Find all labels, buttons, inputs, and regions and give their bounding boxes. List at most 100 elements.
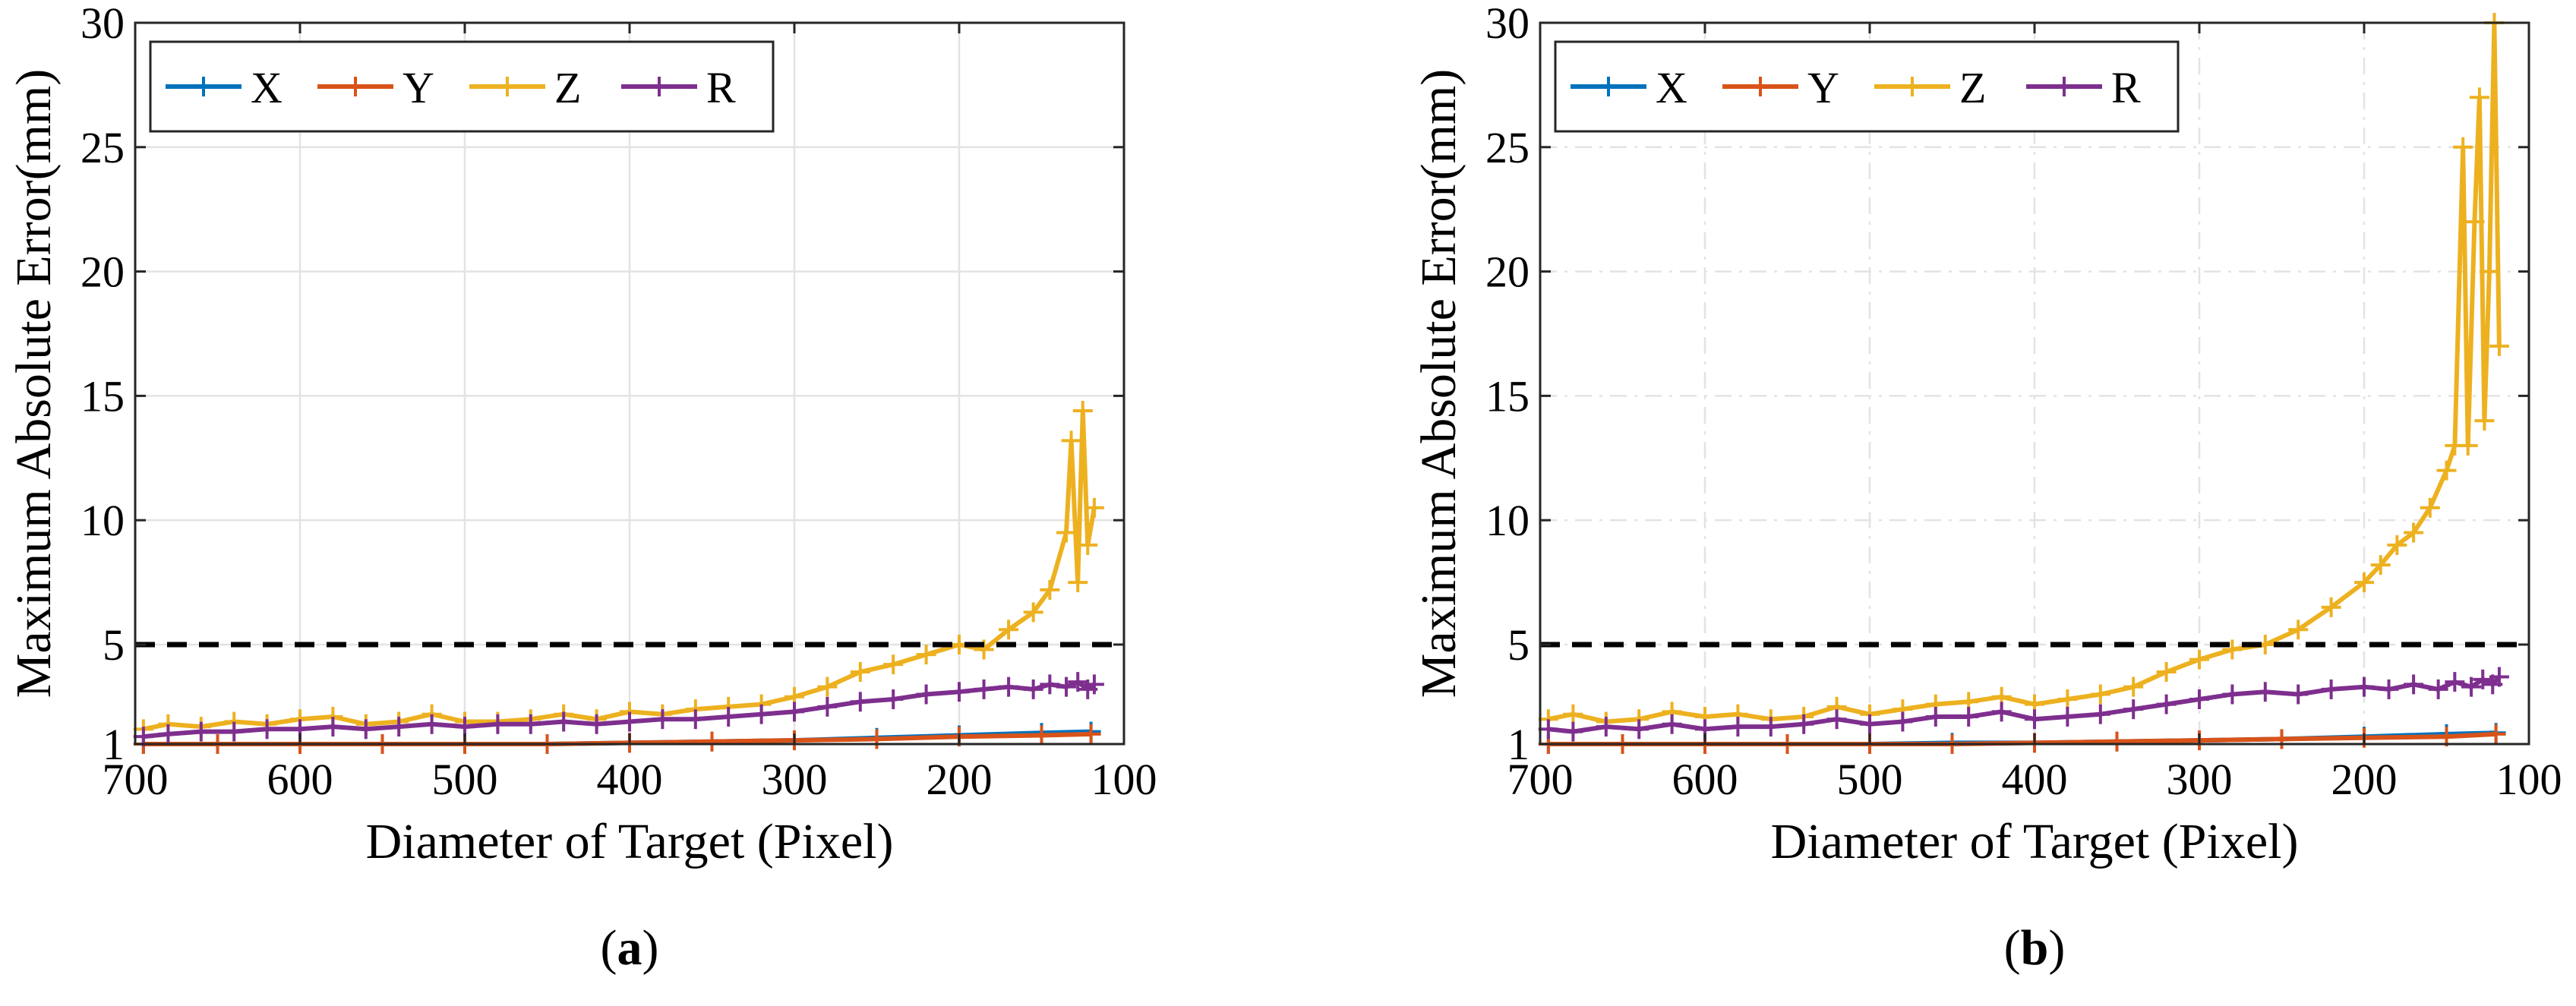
data-point-z: [999, 620, 1019, 640]
data-point-r: [817, 696, 838, 717]
data-point-r: [1925, 706, 1946, 727]
data-point-r: [1728, 717, 1748, 737]
y-tick-label: 1: [1507, 720, 1530, 769]
data-point-y: [2107, 731, 2127, 752]
legend-label: R: [706, 63, 736, 112]
chart-panel-b: 700 600 500 400 300 200 100151015202530Diamete…: [1411, 0, 2562, 976]
x-tick-label: 300: [762, 755, 828, 804]
legend-label: Z: [554, 63, 581, 112]
data-point-z: [2469, 87, 2489, 108]
y-tick-label: 5: [103, 620, 125, 670]
data-point-r: [1596, 717, 1616, 737]
series-line-r: [1548, 675, 2502, 734]
data-point-r: [1893, 711, 1913, 732]
data-point-r: [2222, 684, 2243, 705]
data-point-r: [1760, 717, 1781, 737]
data-point-r: [1794, 714, 1814, 734]
data-point-z: [2420, 497, 2440, 518]
panel-letter: b: [2021, 920, 2049, 976]
legend-entry-z: Z: [1874, 63, 1986, 112]
data-point-r: [2090, 704, 2110, 724]
legend-entry-x: X: [166, 63, 283, 112]
data-point-z: [2458, 435, 2478, 456]
x-tick-label: 400: [2002, 755, 2068, 804]
data-point-r: [2354, 676, 2374, 697]
data-point-r: [751, 704, 772, 724]
data-point-z: [2370, 555, 2391, 576]
x-tick-label: 200: [927, 755, 993, 804]
data-point-z: [1023, 602, 1043, 623]
data-point-r: [191, 721, 211, 742]
y-tick-label: 10: [80, 496, 125, 545]
x-tick-label: 700: [1507, 755, 1574, 804]
data-point-r: [1084, 674, 1104, 695]
data-point-r: [2156, 694, 2177, 714]
data-point-z: [2321, 597, 2341, 617]
x-tick-label: 200: [2331, 755, 2398, 804]
data-point-z: [1068, 572, 1088, 593]
y-tick-label: 15: [80, 371, 125, 421]
data-point-r: [2123, 699, 2144, 720]
legend-entry-y: Y: [1722, 63, 1839, 112]
legend-label: Z: [1959, 63, 1986, 112]
data-point-z: [1084, 497, 1104, 518]
data-point-r: [2461, 676, 2482, 697]
legend-entry-y: Y: [317, 63, 434, 112]
data-point-r: [2473, 669, 2493, 689]
x-tick-label: 500: [1837, 755, 1903, 804]
data-point-r: [850, 692, 870, 712]
x-axis-label: Diameter of Target (Pixel): [1771, 814, 2299, 869]
data-point-r: [2404, 674, 2424, 695]
data-point-r: [685, 709, 706, 730]
data-point-r: [652, 709, 673, 730]
y-tick-label: 25: [80, 123, 125, 172]
data-point-r: [1056, 676, 1077, 697]
legend-entry-x: X: [1571, 63, 1687, 112]
panel-label: (a): [601, 920, 659, 976]
data-point-r: [224, 721, 245, 742]
data-point-z: [2189, 649, 2209, 670]
data-point-r: [620, 711, 639, 732]
data-point-z: [850, 662, 870, 682]
data-point-r: [1860, 714, 1880, 734]
legend-entry-r: R: [2026, 63, 2141, 112]
legend-entry-r: R: [621, 63, 736, 112]
data-point-y: [1081, 724, 1101, 744]
y-tick-label: 30: [80, 0, 125, 48]
series-r: [133, 672, 1104, 747]
legend-label: X: [251, 63, 283, 112]
data-point-r: [1959, 706, 1979, 727]
data-point-z: [2479, 261, 2499, 282]
x-tick-label: 400: [597, 755, 663, 804]
legend-entry-z: Z: [469, 63, 581, 112]
data-point-z: [2474, 411, 2495, 431]
data-point-r: [1991, 702, 2012, 722]
y-axis-label: Maximum Absolute Error(mm): [6, 69, 62, 699]
data-point-r: [2057, 706, 2078, 727]
data-point-r: [1538, 719, 1558, 740]
data-point-r: [974, 679, 994, 699]
data-point-z: [2404, 522, 2424, 543]
panel-label: (b): [2004, 920, 2066, 976]
data-point-z: [1061, 430, 1081, 451]
data-point-r: [718, 706, 739, 727]
data-point-r: [1826, 709, 1847, 730]
data-point-z: [2156, 662, 2177, 682]
data-point-r: [2189, 689, 2209, 710]
data-point-z: [817, 676, 838, 697]
legend-label: R: [2111, 63, 2141, 112]
data-point-r: [389, 717, 409, 737]
data-point-r: [1662, 714, 1682, 734]
y-tick-label: 25: [1485, 123, 1530, 172]
data-point-z: [2123, 676, 2144, 697]
x-tick-label: 600: [1672, 755, 1738, 804]
data-point-r: [257, 719, 277, 740]
data-point-r: [1629, 719, 1649, 740]
data-point-r: [554, 711, 574, 732]
y-tick-label: 10: [1485, 496, 1530, 545]
x-tick-label: 100: [1091, 755, 1157, 804]
data-point-z: [2222, 639, 2243, 660]
panel-letter: a: [617, 920, 642, 976]
data-point-r: [323, 717, 343, 737]
y-tick-label: 20: [1485, 248, 1530, 297]
